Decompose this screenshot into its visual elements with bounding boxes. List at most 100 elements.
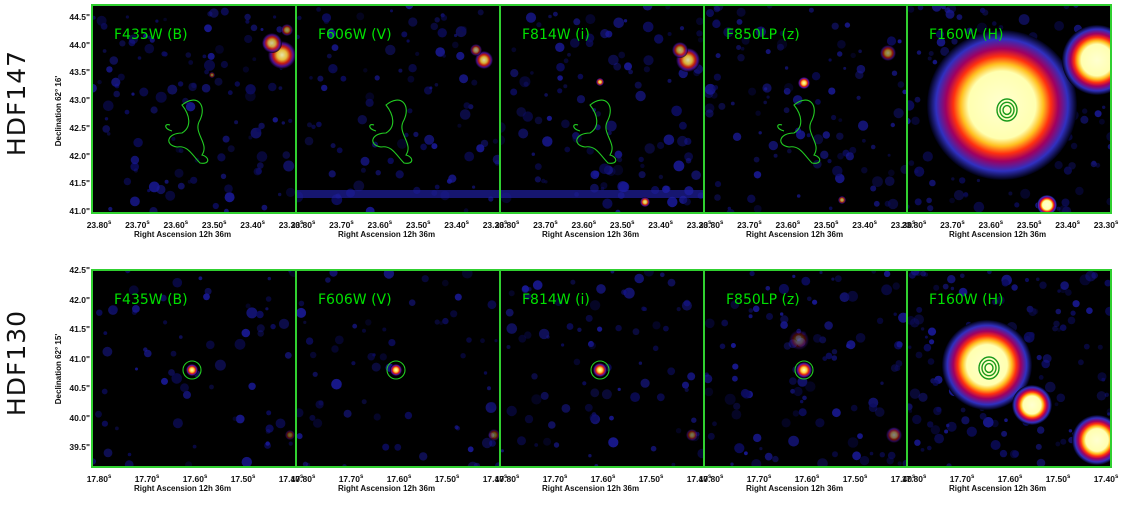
noise-speck [979, 7, 986, 14]
noise-speck [944, 429, 949, 434]
x-tick-value: 23.80 [290, 219, 312, 230]
x-tick-label: 17.50s [1041, 472, 1075, 484]
noise-speck [577, 73, 584, 80]
x-tick-label: 17.70s [334, 472, 368, 484]
noise-speck [288, 441, 293, 446]
noise-speck [845, 152, 854, 161]
noise-speck [736, 19, 743, 25]
x-tick-value: 17.50 [842, 473, 864, 484]
noise-speck [1026, 305, 1034, 313]
x-tick-label: 23.30s [682, 218, 716, 230]
noise-speck [732, 375, 738, 382]
noise-speck [942, 283, 949, 290]
noise-speck [278, 192, 282, 197]
noise-speck [298, 300, 305, 307]
noise-speck [407, 75, 415, 83]
source-blob [281, 24, 293, 36]
noise-speck [884, 200, 891, 207]
noise-speck [638, 361, 643, 365]
x-tick-value: 17.40 [890, 473, 912, 484]
noise-speck [371, 362, 381, 372]
noise-speck [524, 414, 534, 424]
noise-speck [588, 454, 592, 458]
x-tick-value: 17.80 [901, 473, 923, 484]
noise-speck [850, 404, 858, 412]
noise-speck [837, 51, 843, 57]
noise-speck [766, 95, 770, 99]
noise-speck [1001, 279, 1009, 287]
noise-speck [1058, 205, 1069, 213]
noise-speck [926, 197, 932, 204]
noise-speck [362, 328, 366, 333]
noise-speck [908, 345, 912, 349]
noise-speck [532, 280, 543, 290]
x-tick-unit: s [835, 220, 839, 226]
noise-speck [667, 278, 676, 287]
noise-speck [596, 284, 606, 294]
noise-speck [615, 209, 621, 213]
noise-speck [1070, 142, 1078, 150]
noise-speck [119, 40, 126, 47]
noise-speck [296, 34, 300, 40]
x-tick-value: 23.40 [648, 219, 670, 230]
x-tick-value: 17.40 [1093, 473, 1115, 484]
noise-speck [732, 363, 739, 370]
noise-speck [643, 270, 654, 277]
noise-speck [466, 337, 472, 343]
x-tick-unit: s [299, 474, 304, 480]
source-blob [686, 429, 698, 441]
noise-speck [946, 463, 952, 467]
x-tick-label: 17.40s [478, 472, 512, 484]
noise-speck [557, 88, 563, 94]
noise-speck [546, 115, 552, 121]
noise-speck [331, 378, 342, 390]
x-tick-value: 17.60 [997, 473, 1019, 484]
noise-speck [642, 21, 654, 33]
x-tick-label: 23.50s [809, 218, 843, 230]
noise-speck [155, 19, 159, 23]
noise-speck [657, 141, 665, 150]
noise-speck [472, 185, 476, 189]
noise-speck [667, 367, 676, 376]
noise-speck [836, 132, 844, 140]
noise-speck [628, 69, 633, 75]
noise-speck [640, 163, 645, 169]
noise-speck [185, 52, 192, 58]
noise-speck [209, 8, 219, 18]
x-tick-label: 23.30s [478, 218, 512, 230]
noise-speck [442, 54, 446, 58]
noise-speck [156, 184, 166, 195]
detector-streak [296, 190, 500, 198]
y-tick-label: 41.0" [69, 205, 90, 216]
noise-speck [961, 416, 970, 425]
noise-speck [846, 343, 851, 349]
noise-speck [321, 84, 328, 92]
noise-speck [457, 123, 462, 128]
noise-speck [108, 206, 113, 212]
noise-speck [561, 119, 570, 129]
noise-speck [540, 391, 549, 400]
noise-speck [1042, 354, 1052, 363]
noise-speck [185, 102, 196, 112]
x-tick-label: 23.70s [324, 218, 358, 230]
noise-speck [1061, 198, 1070, 207]
x-tick-label: 17.60s [382, 472, 416, 484]
y-tick-label: 42.0" [69, 150, 90, 161]
noise-speck [857, 433, 863, 439]
noise-speck [245, 303, 251, 309]
x-tick-label: 17.80s [897, 472, 931, 484]
noise-speck [795, 127, 802, 134]
noise-speck [224, 208, 229, 213]
noise-speck [855, 333, 866, 343]
noise-speck [245, 84, 256, 95]
noise-speck [656, 393, 665, 402]
noise-speck [161, 51, 167, 57]
x-tick-unit: s [299, 220, 304, 226]
noise-speck [183, 390, 191, 399]
noise-speck [933, 406, 942, 416]
noise-speck [454, 425, 459, 430]
x-tick-unit: s [427, 220, 431, 226]
x-tick-unit: s [503, 474, 508, 480]
noise-speck [442, 317, 449, 325]
noise-speck [435, 47, 445, 57]
